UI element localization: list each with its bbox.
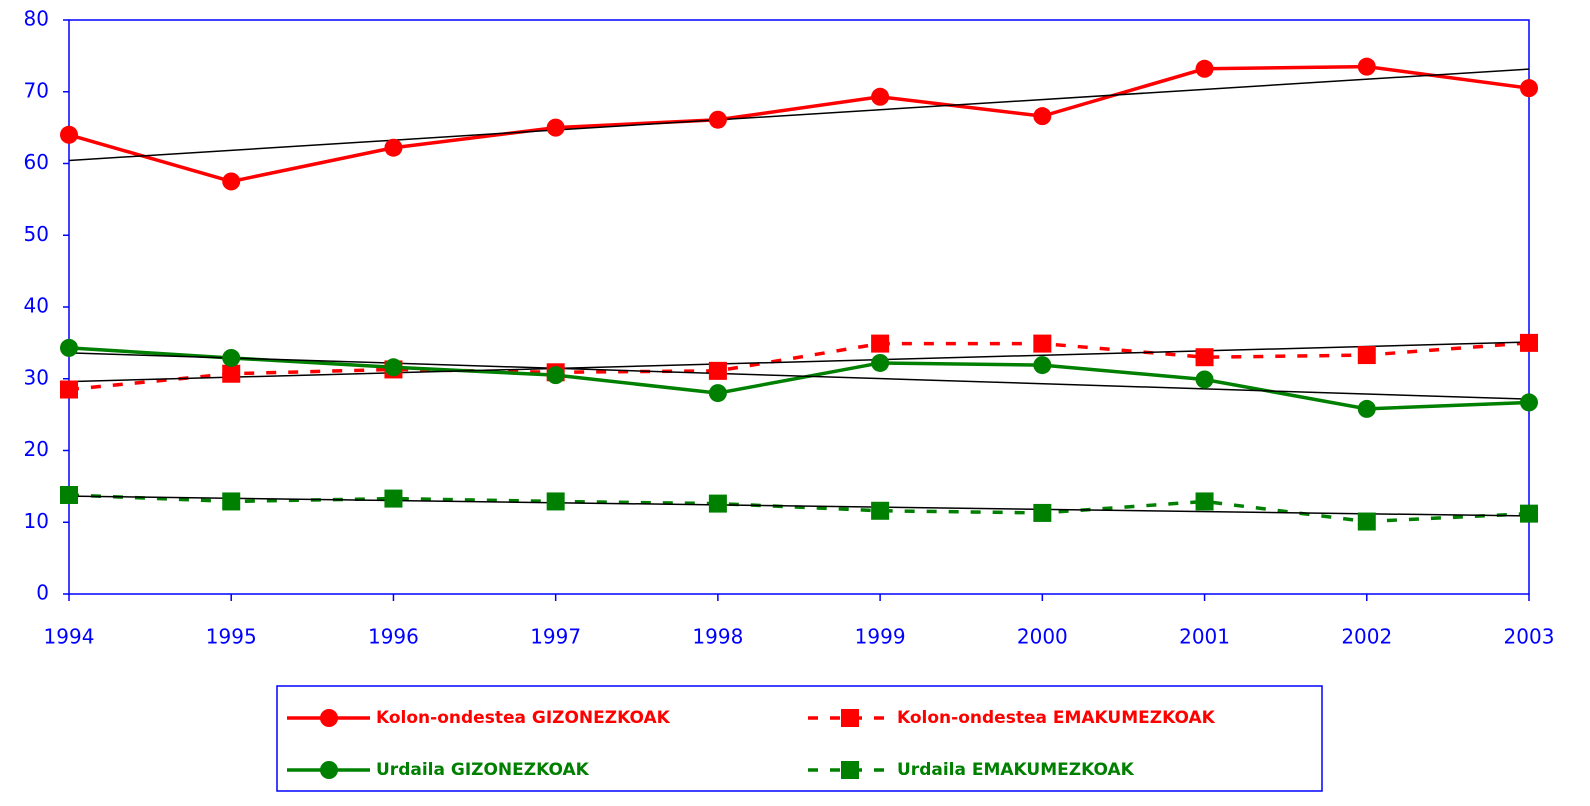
x-tick-label: 1994 (44, 625, 95, 649)
x-tick-label: 1998 (692, 625, 743, 649)
marker (60, 338, 78, 357)
y-tick-label: 20 (24, 437, 49, 461)
y-tick-label: 70 (24, 78, 49, 102)
marker (1357, 512, 1376, 531)
marker (384, 358, 403, 377)
y-tick-label: 30 (24, 365, 49, 389)
marker (1033, 356, 1052, 375)
marker (1520, 393, 1538, 412)
x-tick-label: 2000 (1017, 625, 1068, 649)
x-tick-label: 2003 (1504, 625, 1555, 649)
marker (1195, 348, 1214, 367)
x-tick-label: 2001 (1179, 625, 1230, 649)
marker (60, 380, 78, 399)
marker (871, 501, 890, 520)
series-line (68, 346, 1530, 411)
trend-line (68, 495, 1530, 517)
legend-entry: Urdaila EMAKUMEZKOAK (808, 760, 1135, 780)
trend-line (68, 352, 1530, 400)
marker (222, 348, 241, 367)
marker (708, 361, 727, 380)
y-tick-label: 80 (24, 7, 49, 31)
trend-line (68, 341, 1530, 383)
marker (384, 138, 403, 157)
legend-marker (320, 761, 338, 779)
marker (708, 110, 727, 129)
marker (546, 366, 565, 385)
marker (1195, 59, 1214, 78)
y-tick-label: 10 (24, 509, 49, 533)
legend-marker (320, 709, 338, 727)
x-tick-label: 1996 (368, 625, 419, 649)
legend-entry: Kolon-ondestea GIZONEZKOAK (287, 708, 671, 728)
legend-label: Kolon-ondestea EMAKUMEZKOAK (897, 708, 1216, 728)
x-tick-label: 2002 (1341, 625, 1392, 649)
legend-label: Urdaila GIZONEZKOAK (376, 760, 590, 780)
series-line (68, 341, 1530, 392)
y-tick-label: 50 (24, 222, 49, 246)
series-line (68, 64, 1530, 184)
marker (384, 489, 403, 508)
marker (871, 353, 890, 372)
legend-entry: Kolon-ondestea EMAKUMEZKOAK (808, 708, 1216, 728)
marker (1520, 504, 1538, 523)
marker (1033, 107, 1052, 126)
x-tick-label: 1995 (206, 625, 257, 649)
marker (222, 364, 241, 383)
marker (546, 492, 565, 511)
marker (1033, 334, 1052, 353)
legend-marker (841, 709, 859, 727)
marker (1195, 370, 1214, 389)
marker (222, 492, 241, 511)
marker (1520, 79, 1538, 98)
marker (1357, 399, 1376, 418)
x-tick-label: 1999 (855, 625, 906, 649)
marker (708, 494, 727, 513)
marker (1033, 503, 1052, 522)
legend-marker (841, 761, 859, 779)
marker (871, 87, 890, 106)
y-tick-label: 60 (24, 150, 49, 174)
legend-label: Kolon-ondestea GIZONEZKOAK (376, 708, 671, 728)
marker (708, 384, 727, 403)
legend-label: Urdaila EMAKUMEZKOAK (897, 760, 1135, 780)
legend-box (276, 685, 1323, 792)
trend-line (68, 68, 1530, 162)
marker (871, 334, 890, 353)
marker (222, 172, 241, 191)
marker (60, 485, 78, 504)
legend-entry: Urdaila GIZONEZKOAK (287, 760, 590, 780)
marker (1357, 346, 1376, 365)
x-tick-label: 1997 (530, 625, 581, 649)
marker (546, 118, 565, 137)
marker (1520, 333, 1538, 352)
marker (1357, 57, 1376, 76)
y-tick-label: 40 (24, 294, 49, 318)
marker (1195, 492, 1214, 511)
marker (60, 125, 78, 144)
y-tick-label: 0 (36, 581, 49, 605)
